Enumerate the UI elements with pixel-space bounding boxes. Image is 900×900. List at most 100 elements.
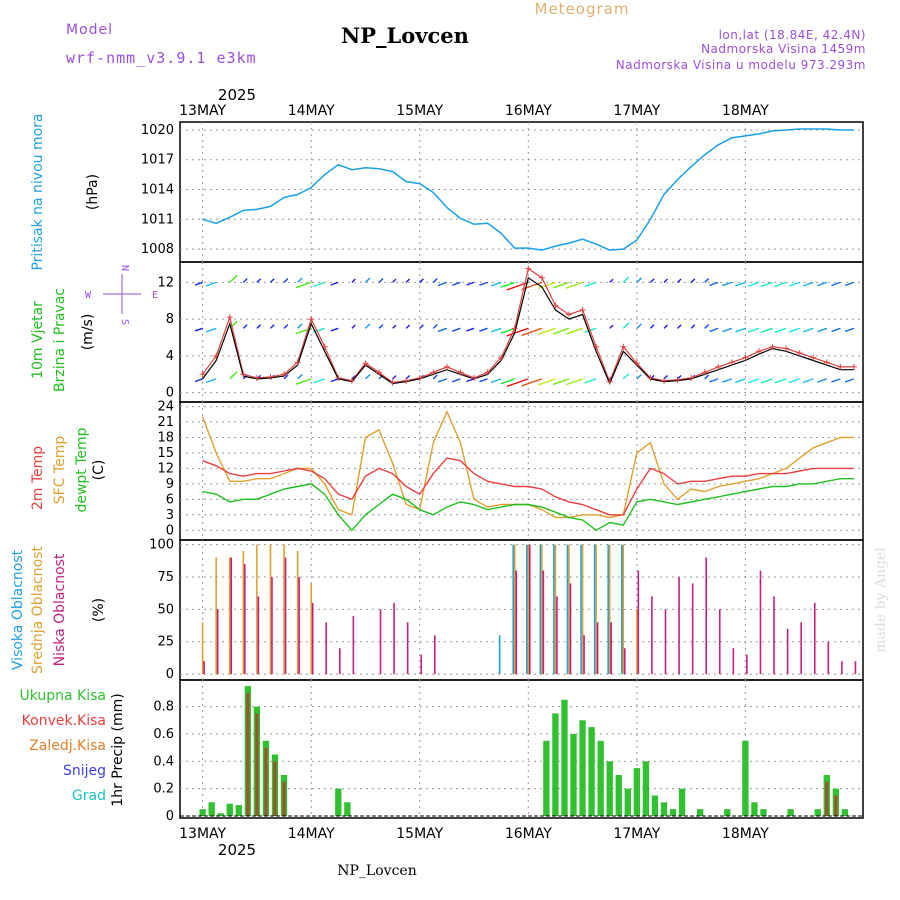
wind-arrow-1-31 [622,322,630,329]
wind-arrow-2-41 [747,378,760,384]
precip-total-bar-16 [344,802,351,816]
wind-arrow-2-29 [584,378,597,384]
pressure-line [202,128,854,251]
wind-arrow-0-23 [500,281,515,288]
wind-arrow-2-7 [297,373,303,380]
temp-subtitle: SFC Temp [52,436,68,505]
wind-arrow-2-9 [313,378,325,384]
ytick-1-2: 8 [166,312,174,327]
wind-arrow-2-13 [378,374,384,380]
compass-s: S [119,319,130,325]
wind-gust-marker-38 [715,363,722,370]
wind-arrow-0-33 [649,278,655,283]
ytick-2-4: 12 [157,461,174,476]
legend-konvek-kisa: Konvek.Kisa [22,713,106,729]
precip-conv-bar-69 [825,781,829,816]
ytick-0-0: 1008 [141,242,174,257]
wind-arrow-1-24 [506,327,529,337]
wind-gust-marker-19 [457,369,464,376]
wind-gust-marker-23 [511,325,518,332]
wind-gust-marker-32 [633,360,640,367]
wind-gust-marker-17 [430,369,437,376]
wind-arrow-0-7 [297,277,303,283]
ytick-2-3: 9 [166,477,174,492]
wind-gust-marker-3 [240,371,247,378]
cloud-subtitle2: Niska Oblacnost [52,553,68,666]
wind-arrow-0-27 [552,281,570,289]
wind-arrow-0-30 [609,278,614,283]
wind-gust-marker-14 [389,379,396,386]
wind-gust-marker-10 [335,374,342,381]
wind-gust-marker-27 [565,311,572,318]
wind-arrow-1-3 [242,324,248,329]
cloud-subtitle: Srednja Oblacnost [30,546,46,674]
wind-arrow-1-19 [452,327,461,332]
precip-total-bar-39 [552,713,559,816]
wind-arrow-1-22 [490,327,502,333]
wind-gust-marker-44 [796,350,803,357]
wind-gust-marker-0 [199,371,206,378]
wind-arrow-1-25 [521,327,543,337]
wind-arrow-0-47 [831,281,841,287]
wind-arrow-0-26 [538,281,556,290]
precip-total-bar-38 [543,740,550,816]
wind-gust-marker-26 [552,302,559,309]
precip-total-bar-68 [814,809,821,816]
top-date-tick-0: 13MAY [179,103,226,119]
wind-arrow-0-17 [432,278,438,283]
wind-gust-marker-11 [348,377,355,384]
wind-arrow-1-6 [283,324,289,329]
ytick-4-4: 0.8 [153,700,174,715]
wind-arrow-2-22 [490,378,502,384]
top-date-tick-5: 18MAY [722,103,769,119]
wind-arrow-0-18 [437,281,448,287]
wind-arrow-2-24 [506,378,529,388]
precip-total-bar-61 [751,802,758,816]
wind-arrow-2-44 [788,378,800,384]
wind-arrow-2-18 [437,378,448,383]
wind-arrow-0-25 [521,281,543,291]
precip-total-bar-58 [724,809,731,816]
wind-arrow-1-11 [351,324,356,329]
wind-gust-marker-4 [253,374,260,381]
wind-arrow-0-19 [452,281,461,286]
wind-arrow-1-10 [330,327,339,332]
wind-arrow-0-38 [709,281,719,287]
wind-arrow-2-34 [663,375,668,380]
wind-arrow-2-14 [392,375,397,380]
compass-n: N [119,265,130,271]
bottom-date-tick-4: 17MAY [613,826,660,842]
wind-arrow-1-33 [649,324,655,329]
wind-gust-marker-20 [471,374,478,381]
temp2m-line [202,457,854,516]
ytick-2-2: 6 [166,492,174,507]
wind-subtitle: Brzina i Pravac [52,288,68,392]
wind-gust-marker-30 [606,378,613,385]
wind-arrow-0-22 [490,281,502,287]
wind-arrow-1-43 [774,327,787,333]
ytick-4-0: 0 [166,809,174,824]
compass-e: E [152,290,158,301]
wind-arrow-0-42 [760,281,773,288]
wind-gust-marker-34 [660,377,667,384]
precip-conv-bar-7 [264,747,268,816]
precip-panel [179,679,864,819]
wind-arrow-0-16 [419,278,424,283]
wind-arrow-2-12 [364,373,371,380]
legend-zaledj-kisa: Zaledj.Kisa [29,738,106,754]
wind-arrow-0-31 [622,276,630,283]
ytick-4-3: 0.6 [153,727,174,742]
wind-arrow-2-1 [205,378,217,384]
ytick-2-8: 24 [157,400,174,415]
pressure-ylabel: (hPa) [85,174,101,210]
top-date-tick-1: 14MAY [288,103,335,119]
wind-arrow-1-15 [405,324,411,329]
ytick-2-6: 18 [157,431,174,446]
wind-arrow-0-48 [844,281,855,287]
wind-arrow-1-39 [722,327,733,333]
wind-arrow-2-10 [330,378,339,383]
precip-total-bar-40 [561,699,568,816]
temp-ylabel: (C) [91,460,107,481]
precip-total-bar-49 [642,761,650,816]
